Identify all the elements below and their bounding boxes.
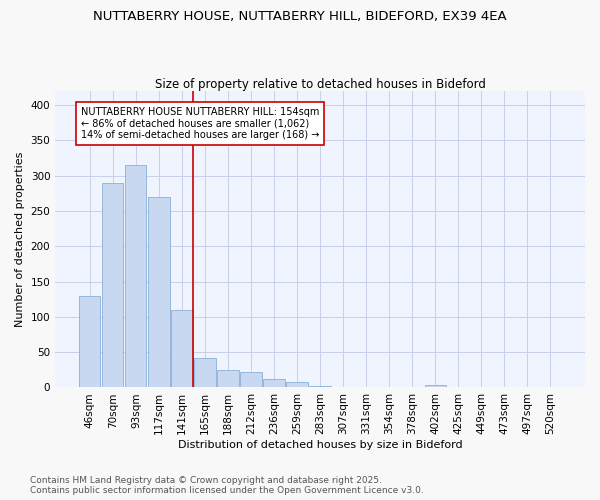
Y-axis label: Number of detached properties: Number of detached properties <box>15 152 25 327</box>
Bar <box>79 296 100 388</box>
Bar <box>263 379 284 388</box>
Bar <box>102 183 124 388</box>
X-axis label: Distribution of detached houses by size in Bideford: Distribution of detached houses by size … <box>178 440 463 450</box>
Bar <box>217 370 239 388</box>
Bar <box>172 310 193 388</box>
Bar <box>148 197 170 388</box>
Bar <box>241 372 262 388</box>
Text: Contains HM Land Registry data © Crown copyright and database right 2025.
Contai: Contains HM Land Registry data © Crown c… <box>30 476 424 495</box>
Text: NUTTABERRY HOUSE, NUTTABERRY HILL, BIDEFORD, EX39 4EA: NUTTABERRY HOUSE, NUTTABERRY HILL, BIDEF… <box>93 10 507 23</box>
Title: Size of property relative to detached houses in Bideford: Size of property relative to detached ho… <box>155 78 485 91</box>
Bar <box>194 358 215 388</box>
Bar <box>425 384 446 388</box>
Text: NUTTABERRY HOUSE NUTTABERRY HILL: 154sqm
← 86% of detached houses are smaller (1: NUTTABERRY HOUSE NUTTABERRY HILL: 154sqm… <box>80 106 319 140</box>
Bar <box>125 165 146 388</box>
Bar <box>310 386 331 388</box>
Bar <box>286 382 308 388</box>
